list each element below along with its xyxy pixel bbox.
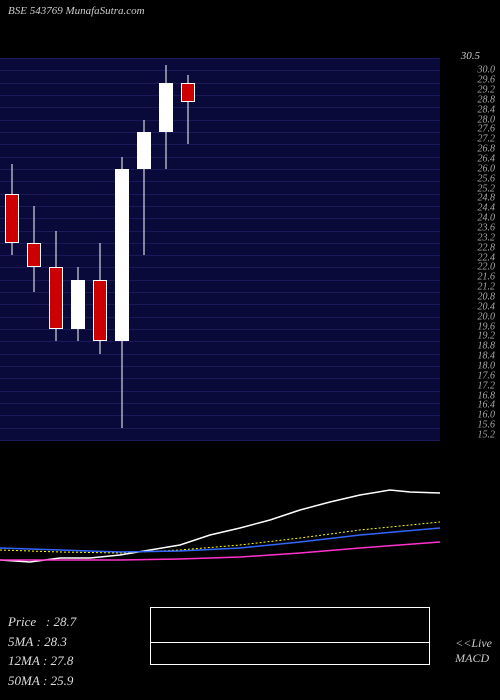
candle [27,58,41,440]
source-label: MunafaSutra.com [65,5,144,17]
macd-indicator-panel [0,460,500,620]
ma50-row: 50MA : 25.9 [8,671,76,691]
candle [71,58,85,440]
macd-text: MACD [455,651,492,665]
price-row: Price : 28.7 [8,612,76,632]
ticker-label: BSE 543769 [8,5,63,17]
candlestick-chart [0,58,440,440]
live-box [150,607,430,665]
candle [93,58,107,440]
ma5-row: 5MA : 28.3 [8,632,76,652]
live-box-inner [151,642,429,664]
indicator-line [0,528,440,552]
macd-label: <<Live MACD [455,636,492,665]
candle [159,58,173,440]
candle [5,58,19,440]
indicator-line [0,490,440,562]
y-axis-labels: 30.029.629.228.828.428.027.627.226.826.4… [440,58,500,440]
indicator-lines [0,460,500,620]
price-info-box: Price : 28.7 5MA : 28.3 12MA : 27.8 50MA… [8,612,76,690]
macd-live-text: <<Live [455,636,492,650]
ma12-row: 12MA : 27.8 [8,651,76,671]
candle [49,58,63,440]
y-tick-label: 15.2 [478,430,496,441]
chart-header: BSE 543769 MunafaSutra.com [8,5,145,17]
candle [137,58,151,440]
candle [181,58,195,440]
candle [115,58,129,440]
